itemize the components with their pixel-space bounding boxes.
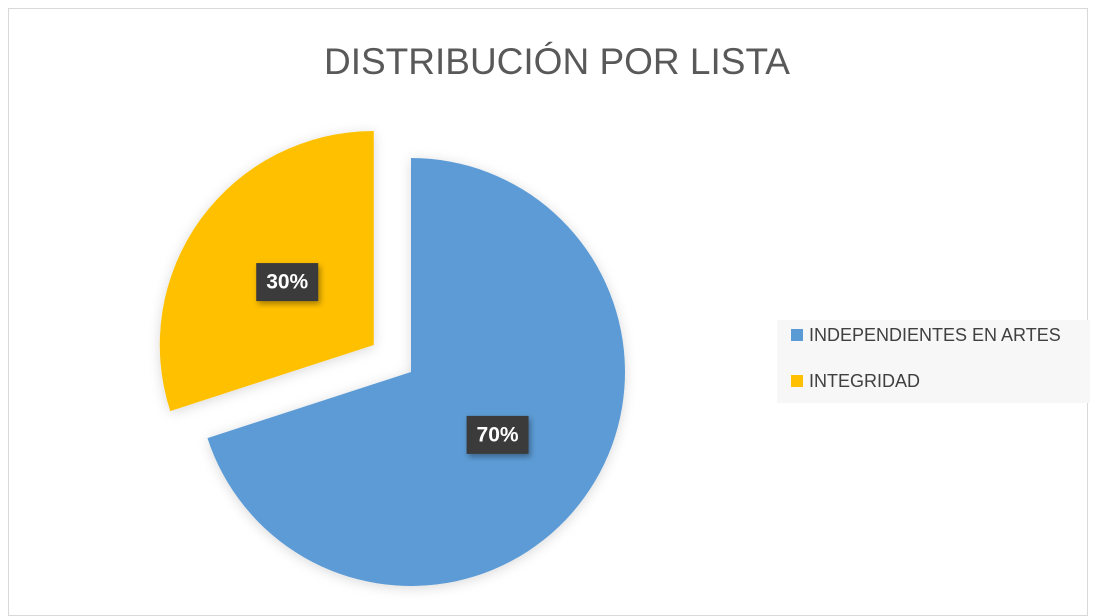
- legend-box: [777, 320, 1090, 403]
- legend-swatch: [791, 329, 803, 341]
- legend-label: INTEGRIDAD: [809, 371, 920, 391]
- pie-slice: [207, 158, 625, 586]
- data-label-box: [466, 415, 529, 454]
- data-label-box: [256, 263, 319, 302]
- data-label: 30%: [266, 271, 308, 294]
- data-label: 70%: [477, 423, 519, 446]
- chart-title: DISTRIBUCIÓN POR LISTA: [324, 41, 790, 82]
- legend-label: INDEPENDIENTES EN ARTES: [809, 325, 1061, 345]
- legend-swatch: [791, 375, 803, 387]
